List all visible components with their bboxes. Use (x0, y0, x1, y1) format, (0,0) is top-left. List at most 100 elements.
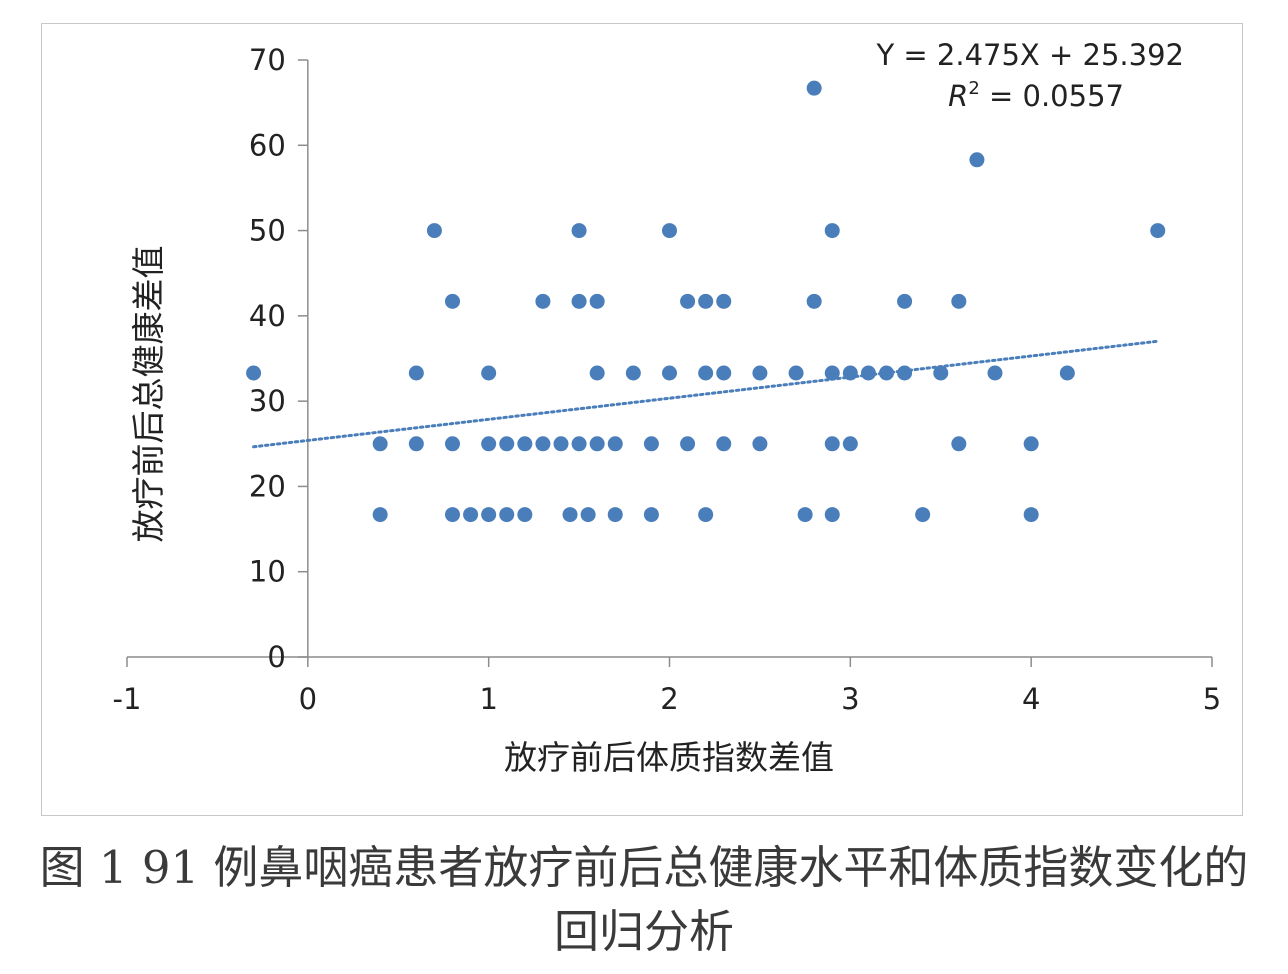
data-point (933, 365, 949, 381)
data-point (589, 365, 605, 381)
data-point (752, 365, 768, 381)
data-point (987, 365, 1003, 381)
y-tick-label: 70 (249, 43, 286, 77)
data-point (571, 223, 587, 239)
data-point (680, 293, 696, 309)
data-point (246, 365, 262, 381)
data-point (517, 507, 533, 523)
data-point (535, 436, 551, 452)
chart-frame: -1 0 1 2 3 4 5 0 10 20 30 40 50 60 70 放疗前后体质指数差值 放疗前后总… (41, 23, 1243, 816)
data-point (499, 507, 515, 523)
data-point (806, 293, 822, 309)
data-point (824, 223, 840, 239)
data-point (842, 365, 858, 381)
data-point (824, 436, 840, 452)
y-tick-label: 0 (267, 640, 285, 674)
data-point (445, 507, 460, 523)
regression-equation: Y = 2.475X + 25.392 (875, 38, 1184, 72)
data-point (625, 365, 641, 381)
regression-annotation: Y = 2.475X + 25.392 R2 = 0.0557 (875, 38, 1184, 113)
data-point (662, 223, 677, 239)
data-point (915, 507, 931, 523)
data-point (643, 507, 659, 523)
data-point (372, 507, 388, 523)
data-point (716, 293, 732, 309)
data-point (897, 293, 913, 309)
caption-line-1: 图 1 91 例鼻咽癌患者放疗前后总健康水平和体质指数变化的 (39, 841, 1249, 894)
data-point (680, 436, 696, 452)
x-tick-label: 4 (1022, 682, 1040, 716)
data-point (562, 507, 578, 523)
y-tick-label: 60 (249, 128, 286, 162)
data-point (752, 436, 768, 452)
data-point (589, 436, 605, 452)
data-point (698, 365, 714, 381)
data-point (698, 507, 714, 523)
data-point (1023, 436, 1039, 452)
x-axis-label: 放疗前后体质指数差值 (504, 738, 834, 777)
x-tick-label: 0 (299, 682, 317, 716)
data-point (643, 436, 659, 452)
r-squared-exponent: 2 (968, 78, 979, 99)
data-point (553, 436, 569, 452)
data-point (797, 507, 813, 523)
data-point (788, 365, 804, 381)
data-point (571, 293, 587, 309)
trendline-group (252, 339, 1160, 449)
data-point (535, 293, 551, 309)
data-point (951, 436, 967, 452)
data-point (408, 365, 424, 381)
data-point (897, 365, 913, 381)
axis-labels: 放疗前后体质指数差值 放疗前后总健康差值 (129, 246, 834, 778)
data-points (246, 80, 1166, 523)
regression-trendline (252, 339, 1160, 449)
x-tick-label: 2 (660, 682, 678, 716)
data-point (824, 365, 840, 381)
x-tick-label: 1 (479, 682, 497, 716)
data-point (824, 507, 840, 523)
data-point (607, 436, 623, 452)
data-point (372, 436, 388, 452)
data-point (842, 436, 858, 452)
data-point (662, 365, 677, 381)
data-point (499, 436, 515, 452)
data-point (463, 507, 479, 523)
data-point (1023, 507, 1039, 523)
data-point (517, 436, 533, 452)
data-point (589, 293, 605, 309)
y-tick-label: 50 (249, 214, 286, 248)
figure-caption: 图 1 91 例鼻咽癌患者放疗前后总健康水平和体质指数变化的 回归分析 (0, 836, 1288, 964)
data-point (716, 436, 732, 452)
data-point (445, 436, 460, 452)
caption-line-2: 回归分析 (553, 905, 734, 958)
data-point (571, 436, 587, 452)
data-point (408, 436, 424, 452)
r-squared-value: = 0.0557 (980, 79, 1124, 113)
data-point (580, 507, 596, 523)
data-point (481, 436, 497, 452)
y-axis-label: 放疗前后总健康差值 (129, 246, 168, 543)
y-tick-label: 40 (249, 299, 286, 333)
data-point (698, 293, 714, 309)
data-point (1059, 365, 1075, 381)
data-point (879, 365, 894, 381)
data-point (445, 293, 460, 309)
data-point (426, 223, 442, 239)
x-tick-label: -1 (113, 682, 142, 716)
data-point (951, 293, 967, 309)
y-tick-label: 20 (249, 469, 286, 503)
data-point (607, 507, 623, 523)
data-point (860, 365, 876, 381)
r-squared-symbol: R (948, 79, 968, 113)
y-tick-label: 10 (249, 555, 286, 589)
data-point (481, 365, 497, 381)
y-tick-label: 30 (249, 384, 286, 418)
data-point (716, 365, 732, 381)
data-point (969, 152, 985, 168)
data-point (481, 507, 497, 523)
data-point (806, 80, 822, 96)
data-point (1150, 223, 1166, 239)
x-tick-label: 5 (1203, 682, 1221, 716)
